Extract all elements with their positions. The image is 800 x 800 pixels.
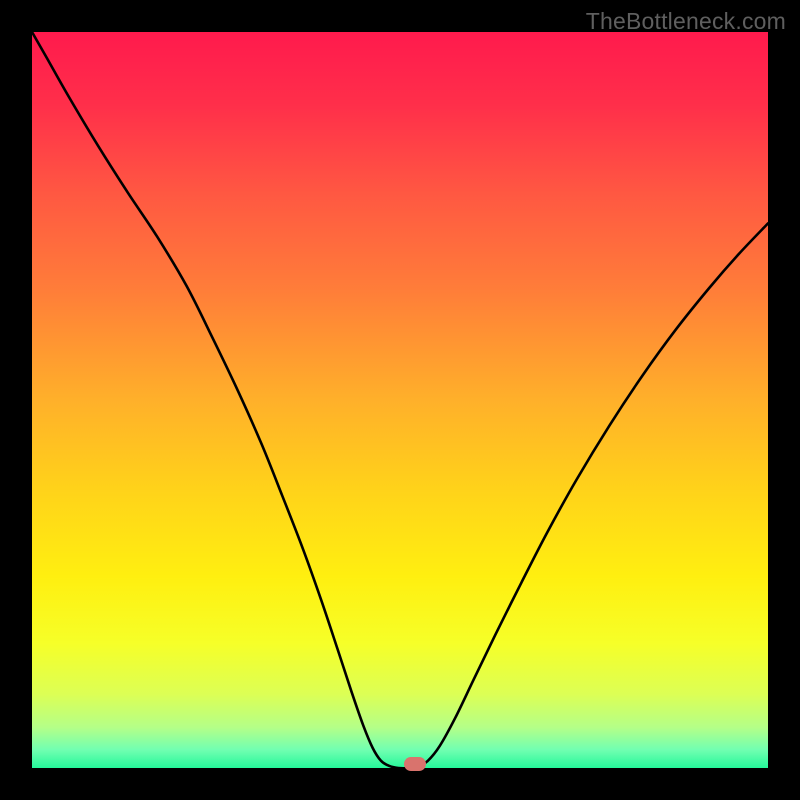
plot-background <box>32 32 768 768</box>
bottleneck-chart <box>0 0 800 800</box>
optimal-point-marker <box>404 757 426 771</box>
chart-frame: TheBottleneck.com <box>0 0 800 800</box>
watermark-label: TheBottleneck.com <box>586 8 786 35</box>
